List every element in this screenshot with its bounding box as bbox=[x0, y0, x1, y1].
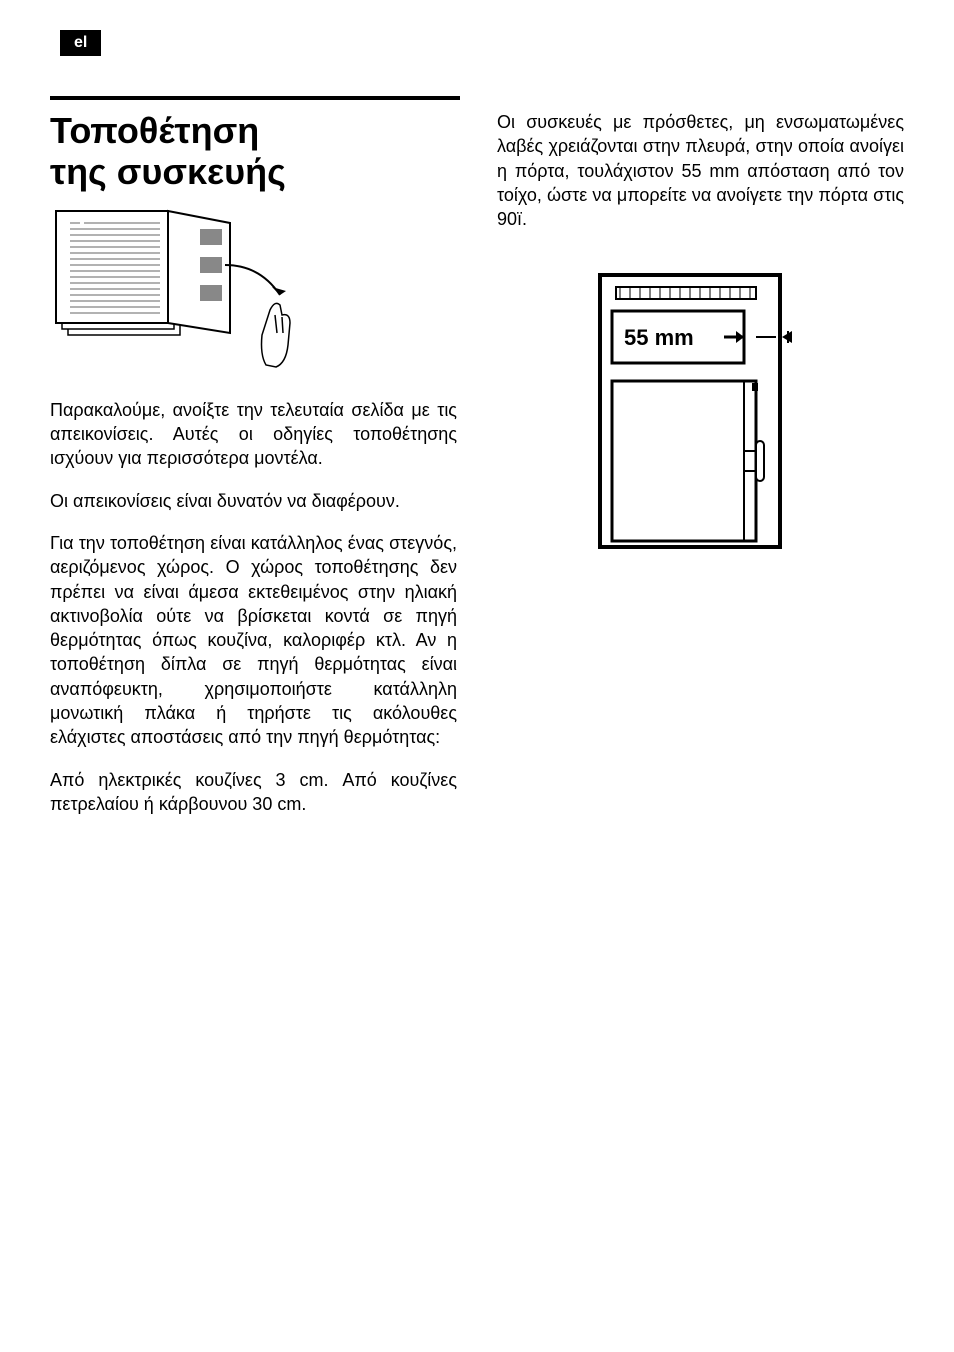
right-paragraph-1: Οι συσκευές με πρόσθετες, μη ενσωματωμέν… bbox=[497, 110, 904, 231]
diagram-label: 55 mm bbox=[624, 325, 694, 350]
left-paragraph-3: Για την τοποθέτηση είναι κατάλληλος ένας… bbox=[50, 531, 457, 750]
manual-illustration bbox=[50, 205, 310, 375]
left-paragraph-4: Από ηλεκτρικές κουζίνες 3 cm. Από κουζίν… bbox=[50, 768, 457, 817]
title-line-1: Τοποθέτηση bbox=[50, 110, 259, 151]
left-paragraph-2: Οι απεικονίσεις είναι δυνατόν να διαφέρο… bbox=[50, 489, 457, 513]
right-column: Οι συσκευές με πρόσθετες, μη ενσωματωμέν… bbox=[497, 110, 904, 816]
page-title: Τοποθέτηση της συσκευής bbox=[50, 110, 457, 193]
clearance-diagram-wrap: 55 mm bbox=[497, 271, 904, 551]
left-paragraph-1: Παρακαλούμε, ανοίξτε την τελευταία σελίδ… bbox=[50, 398, 457, 471]
left-column: Τοποθέτηση της συσκευής bbox=[50, 110, 457, 816]
title-line-2: της συσκευής bbox=[50, 151, 286, 192]
main-columns: Τοποθέτηση της συσκευής bbox=[50, 110, 904, 816]
section-divider bbox=[50, 96, 460, 100]
clearance-diagram: 55 mm bbox=[596, 271, 806, 551]
language-tag: el bbox=[60, 30, 101, 56]
